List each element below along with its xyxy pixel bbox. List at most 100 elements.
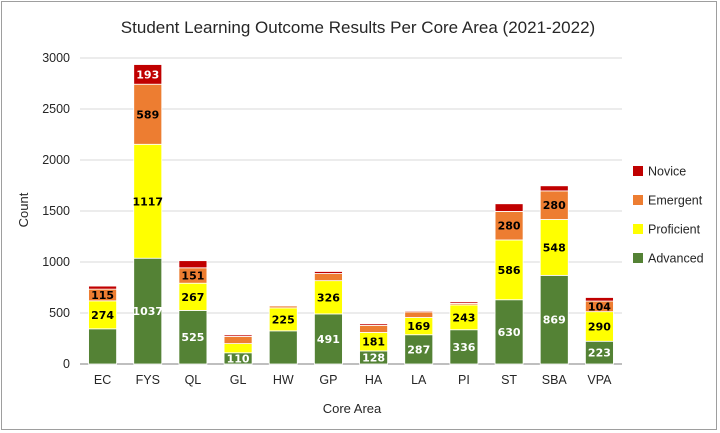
data-label-ql-emergent: 151 [181, 270, 204, 283]
x-tick-label-hw: HW [273, 373, 294, 387]
bar-ec-proficient [88, 300, 117, 330]
bar-st-advanced [494, 299, 524, 365]
data-label-ha-advanced: 128 [362, 351, 385, 364]
bar-ql-advanced [178, 310, 208, 365]
bar-la-emergent [404, 311, 434, 318]
data-label-ql-advanced: 525 [181, 331, 204, 344]
legend-swatch-advanced [633, 253, 643, 263]
data-label-vpa-advanced: 223 [588, 347, 611, 360]
data-label-gp-advanced: 491 [317, 333, 340, 346]
legend-swatch-emergent [633, 195, 643, 205]
data-label-gp-proficient: 326 [317, 291, 340, 304]
data-label-ec-proficient: 274 [91, 309, 114, 322]
data-label-ql-proficient: 267 [181, 291, 204, 304]
y-tick-label-2000: 2000 [42, 153, 70, 167]
data-label-sba-advanced: 869 [543, 314, 566, 327]
y-tick-label-1500: 1500 [42, 204, 70, 218]
x-tick-label-sba: SBA [542, 373, 568, 387]
x-tick-label-ql: QL [185, 373, 202, 387]
y-axis-title: Count [16, 192, 31, 227]
data-label-la-proficient: 169 [407, 320, 430, 333]
bar-ec-advanced [88, 328, 117, 365]
y-tick-label-0: 0 [63, 357, 70, 371]
bar-st-novice [494, 203, 524, 212]
bar-sba-proficient [539, 219, 569, 276]
chart-title: Student Learning Outcome Results Per Cor… [121, 18, 595, 37]
data-label-sba-emergent: 280 [543, 199, 566, 212]
data-label-fys-emergent: 589 [136, 108, 159, 121]
bar-fys-advanced [133, 257, 163, 365]
bar-vpa-proficient [585, 311, 614, 342]
x-tick-label-ec: EC [94, 373, 111, 387]
bar-gp-advanced [314, 313, 343, 365]
bar-gl-novice [223, 334, 253, 337]
legend-swatch-novice [633, 166, 643, 176]
bar-fys-novice [133, 64, 163, 85]
bar-ec-novice [88, 285, 117, 290]
bar-pi-proficient [449, 304, 479, 331]
legend-label-novice: Novice [648, 165, 686, 179]
bar-st-proficient [494, 239, 524, 301]
bar-ha-novice [359, 323, 388, 326]
legend-swatch-proficient [633, 224, 643, 234]
bar-gp-emergent [314, 273, 343, 282]
bar-pi-novice [449, 301, 479, 304]
data-label-gl-advanced: 110 [227, 352, 250, 365]
y-tick-label-3000: 3000 [42, 51, 70, 65]
data-labels: 274 115 1037 1117 589 193 525 267 151 110 225 491 32… [91, 68, 611, 365]
y-tick-label-2500: 2500 [42, 102, 70, 116]
data-label-la-advanced: 287 [407, 343, 430, 356]
data-label-ha-proficient: 181 [362, 336, 385, 349]
x-tick-label-pi: PI [458, 373, 470, 387]
bar-sba-novice [539, 185, 569, 192]
bars [88, 64, 614, 365]
data-label-sba-proficient: 548 [543, 241, 566, 254]
x-tick-labels: EC FYS QL GL HW GP HA LA PI ST SBA VPA [94, 373, 612, 387]
bar-pi-advanced [449, 329, 479, 365]
bar-sba-emergent [539, 190, 569, 220]
bar-hw-novice [268, 304, 298, 307]
legend-label-emergent: Emergent [648, 194, 703, 208]
legend-label-advanced: Advanced [648, 252, 704, 266]
bar-gl-emergent [223, 336, 253, 344]
data-label-st-proficient: 586 [498, 264, 521, 277]
y-tick-label-500: 500 [49, 306, 70, 320]
bar-gp-novice [314, 271, 343, 274]
bar-vpa-novice [585, 297, 614, 302]
x-axis-title: Core Area [323, 401, 382, 416]
bar-hw-advanced [268, 330, 298, 365]
bar-gp-proficient [314, 280, 343, 315]
legend-label-proficient: Proficient [648, 223, 701, 237]
data-label-st-advanced: 630 [498, 326, 521, 339]
bar-fys-proficient [133, 143, 163, 259]
x-tick-label-ha: HA [365, 373, 383, 387]
data-label-fys-advanced: 1037 [132, 305, 163, 318]
x-tick-label-la: LA [411, 373, 427, 387]
y-tick-labels: 0 500 1000 1500 2000 2500 3000 [42, 51, 70, 371]
bar-ha-emergent [359, 324, 388, 333]
bar-la-advanced [404, 334, 434, 365]
bar-ql-novice [178, 260, 208, 269]
data-label-pi-advanced: 336 [452, 341, 475, 354]
bar-fys-emergent [133, 83, 163, 145]
x-tick-label-fys: FYS [136, 373, 160, 387]
gridlines [80, 57, 622, 365]
data-label-pi-proficient: 243 [452, 311, 475, 324]
data-label-fys-novice: 193 [136, 68, 159, 81]
bar-ql-proficient [178, 282, 208, 311]
x-tick-label-gl: GL [230, 373, 247, 387]
x-tick-label-gp: GP [319, 373, 337, 387]
data-label-hw-proficient: 225 [272, 313, 295, 326]
bar-la-novice [404, 310, 434, 313]
data-label-vpa-proficient: 290 [588, 320, 611, 333]
x-tick-label-vpa: VPA [587, 373, 612, 387]
data-label-vpa-emergent: 104 [588, 300, 611, 313]
data-label-ec-emergent: 115 [91, 289, 114, 302]
data-label-st-emergent: 280 [498, 220, 521, 233]
legend: Novice Emergent Proficient Advanced [633, 165, 704, 266]
x-tick-label-st: ST [501, 373, 517, 387]
bar-st-emergent [494, 211, 524, 241]
y-tick-label-1000: 1000 [42, 255, 70, 269]
data-label-fys-proficient: 1117 [132, 195, 163, 208]
